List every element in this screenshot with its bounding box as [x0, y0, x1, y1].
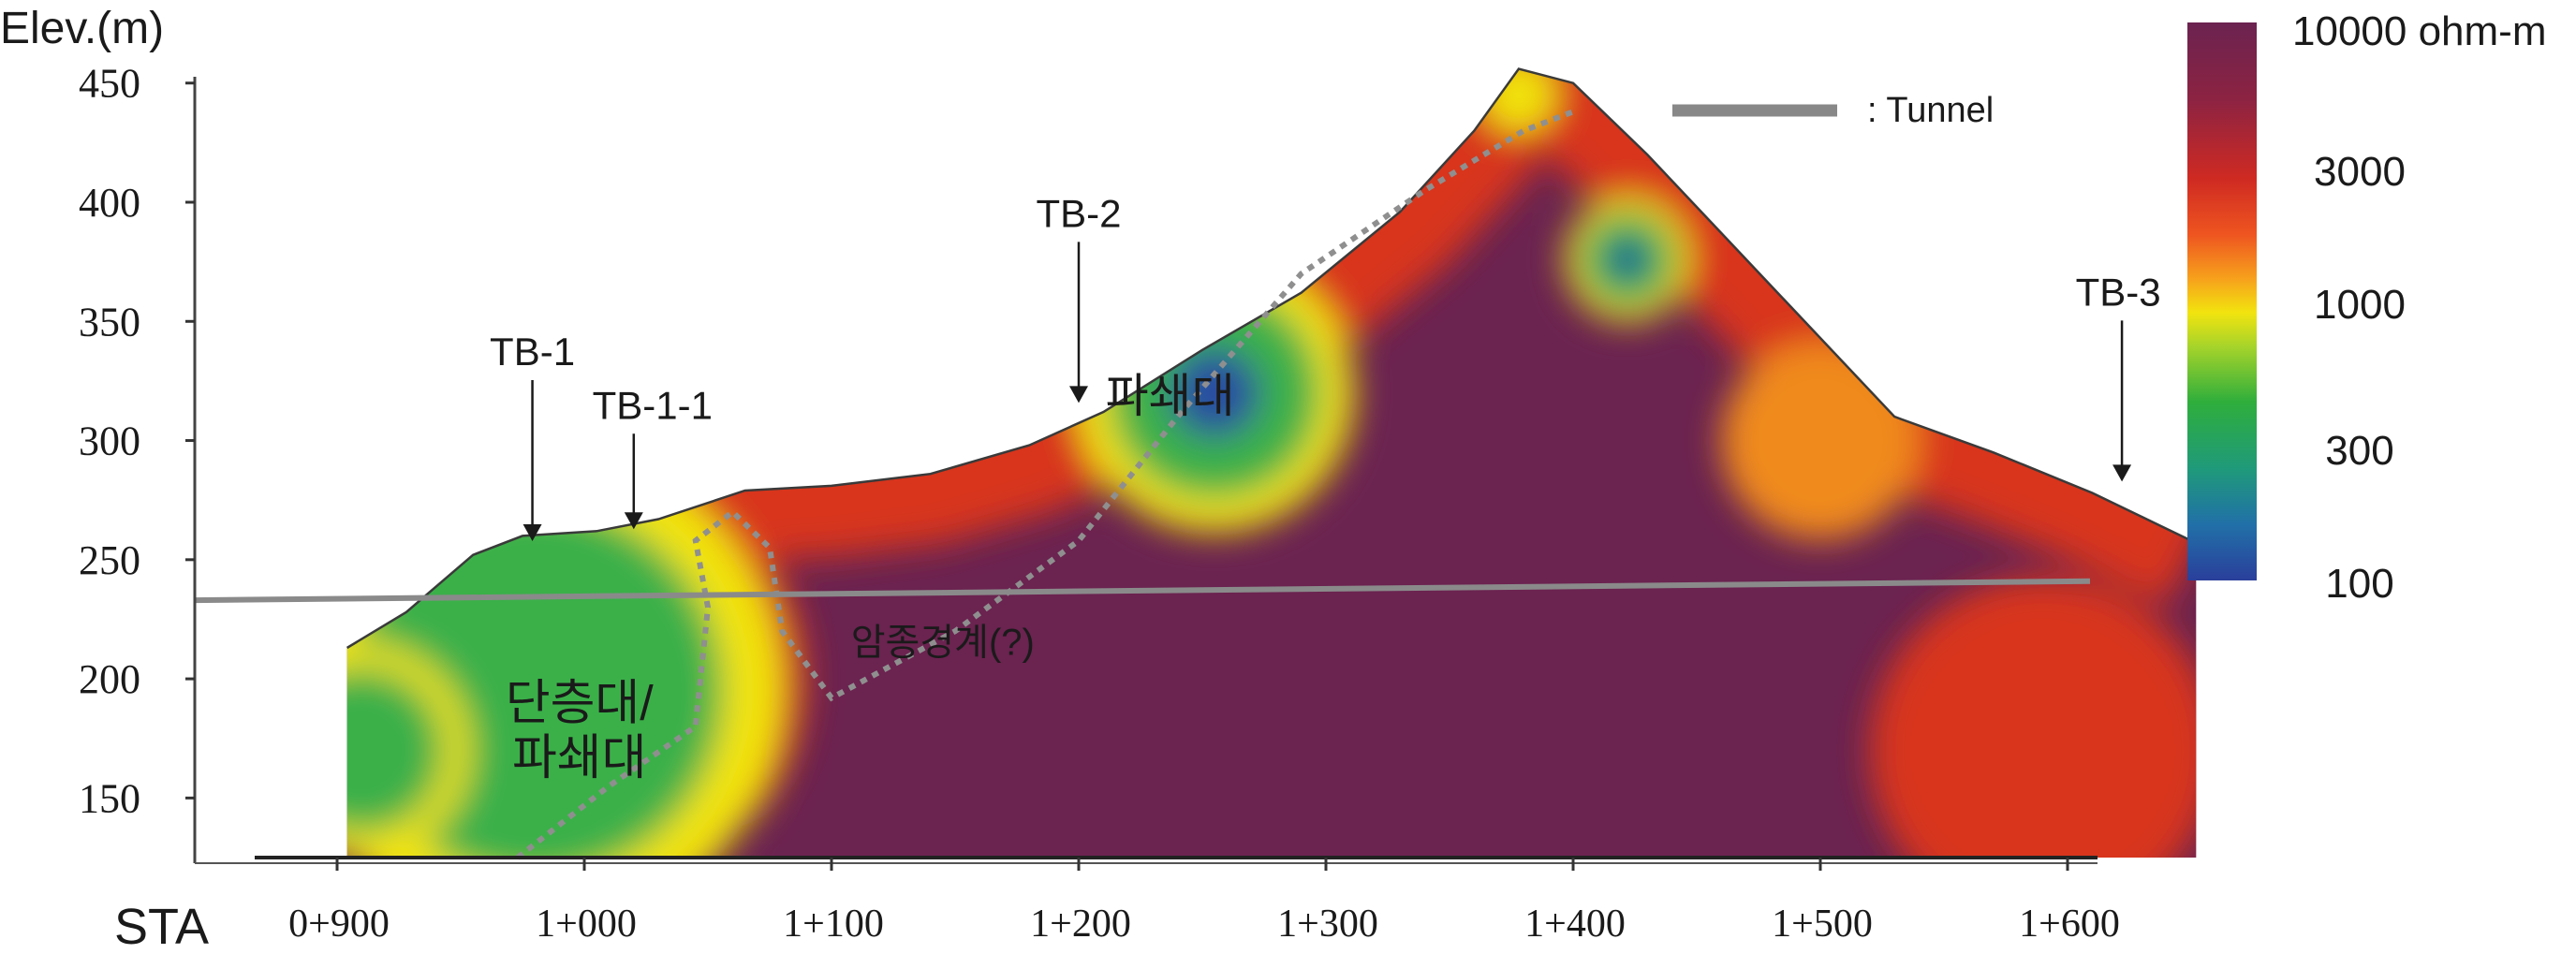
- y-ticks: 450 400 350 300 250 200 150: [79, 61, 195, 821]
- section-annotation: 파쇄대: [1106, 370, 1235, 422]
- borehole-marker: TB-1-1: [593, 383, 713, 530]
- boreholes: TB-1 TB-1-1 TB-2 TB-3: [490, 191, 2161, 541]
- section-annotation: 암종경계(?): [851, 623, 1035, 664]
- rock-boundary-line: [515, 109, 1575, 860]
- colorbar-label: 3000: [2314, 149, 2406, 195]
- section-annotation: 단층대/: [506, 676, 655, 730]
- colorbar-label: 300: [2325, 428, 2393, 474]
- x-tick-label: 0+900: [288, 903, 390, 946]
- section-annotation: 파쇄대: [512, 731, 647, 785]
- y-tick-label: 250: [79, 537, 140, 583]
- y-tick-label: 450: [79, 61, 140, 107]
- y-tick-label: 400: [79, 180, 140, 226]
- x-tick-label: 1+500: [1772, 903, 1873, 946]
- borehole-label: TB-1: [490, 330, 575, 374]
- x-ticks: 0+900 1+000 1+100 1+200 1+300 1+400 1+500 1+600: [288, 858, 2120, 946]
- x-tick-label: 1+100: [783, 903, 884, 946]
- borehole-label: TB-1-1: [593, 383, 713, 427]
- resistivity-anomaly: [1566, 198, 1690, 322]
- borehole-label: TB-2: [1036, 191, 1121, 235]
- x-tick-label: 1+400: [1524, 903, 1626, 946]
- y-tick-label: 350: [79, 299, 140, 345]
- borehole-marker: TB-1: [490, 330, 575, 541]
- y-tick-label: 200: [79, 656, 140, 702]
- resistivity-anomaly: [1721, 341, 1920, 540]
- surface-profile-line: [346, 67, 2197, 650]
- legend-tunnel-label: : Tunnel: [1867, 91, 1994, 130]
- x-tick-label: 1+000: [536, 903, 637, 946]
- colorbar-label: 10000 ohm-m: [2292, 8, 2546, 54]
- borehole-label: TB-3: [2076, 270, 2161, 314]
- tunnel-legend: : Tunnel: [1672, 91, 1994, 130]
- x-axis-label: STA: [114, 899, 209, 954]
- y-tick-label: 150: [79, 775, 140, 821]
- colorbar-label: 100: [2325, 561, 2393, 607]
- colorbar: 10000 ohm-m 3000 1000 300 100: [2187, 8, 2546, 607]
- resistivity-anomaly: [1869, 577, 2197, 858]
- tunnel-line: [194, 578, 2091, 604]
- x-tick-label: 1+300: [1277, 903, 1378, 946]
- borehole-marker: TB-3: [2076, 270, 2161, 482]
- y-axis-label: Elev.(m): [0, 4, 164, 53]
- x-tick-label: 1+200: [1030, 903, 1131, 946]
- y-tick-label: 300: [79, 418, 140, 464]
- resistivity-anomaly: [346, 641, 470, 858]
- colorbar-labels: 10000 ohm-m 3000 1000 300 100: [2292, 8, 2546, 607]
- borehole-marker: TB-2: [1036, 191, 1122, 404]
- colorbar-label: 1000: [2314, 282, 2406, 328]
- x-tick-label: 1+600: [2019, 903, 2120, 946]
- colorbar-gradient: [2187, 22, 2257, 580]
